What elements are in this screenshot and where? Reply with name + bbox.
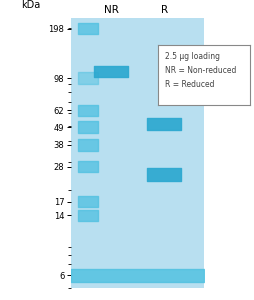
Text: R: R [160,5,167,15]
Text: kDa: kDa [21,0,40,10]
Text: NR: NR [103,5,118,15]
Text: 2.5 μg loading
NR = Non-reduced
R = Reduced: 2.5 μg loading NR = Non-reduced R = Redu… [165,52,236,89]
